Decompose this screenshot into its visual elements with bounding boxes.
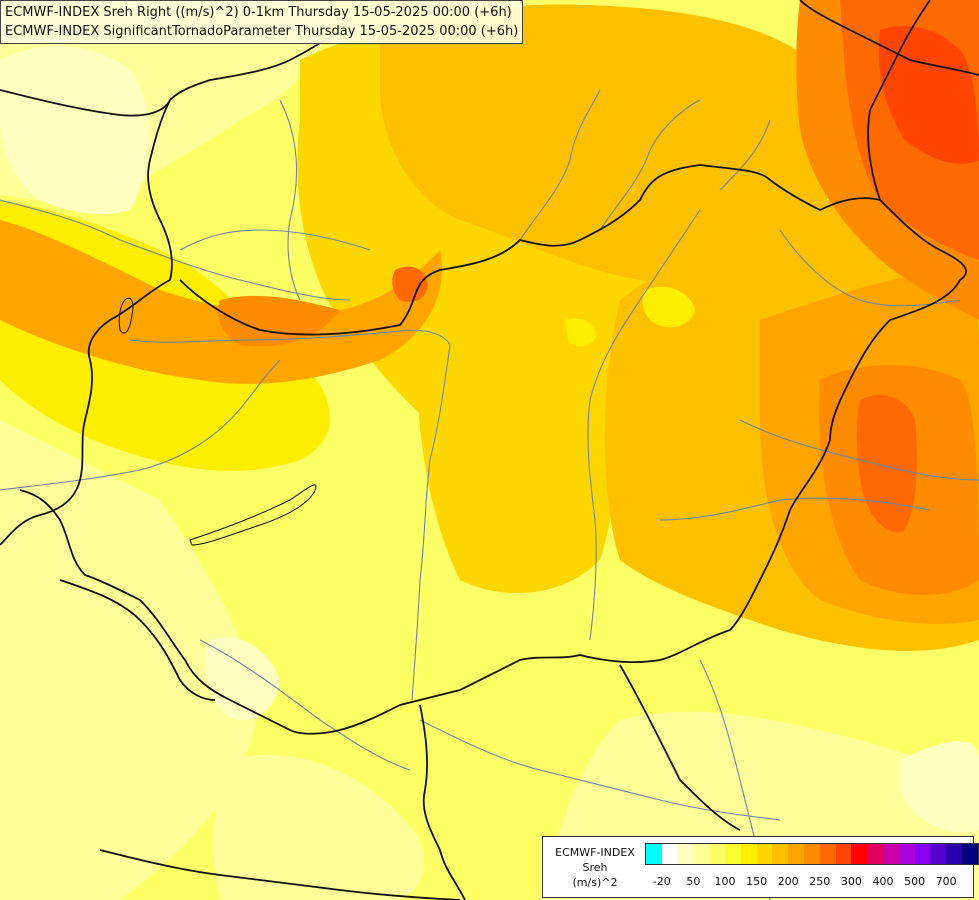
legend-swatch <box>898 844 915 864</box>
river-west <box>0 359 281 491</box>
field-red-northeast <box>878 26 979 164</box>
legend-swatch <box>709 844 725 864</box>
river-south-2 <box>199 639 411 771</box>
river-east-2 <box>739 419 979 481</box>
legend-tick-label: 50 <box>686 875 701 888</box>
border-north <box>0 89 171 117</box>
field-palest-southeast <box>900 741 979 833</box>
field-orange-west-band <box>0 220 442 384</box>
legend-swatch <box>693 844 710 864</box>
border-romania-north <box>799 0 979 76</box>
border-croatia <box>59 579 216 701</box>
border-south-west <box>99 849 461 900</box>
legend-swatch <box>646 844 662 864</box>
legend-swatch <box>882 844 899 864</box>
field-orange-north <box>380 4 840 284</box>
border-hungary <box>19 164 967 735</box>
river-north-2 <box>599 99 701 231</box>
legend-tick-label: 300 <box>840 875 862 888</box>
legend-swatch <box>740 844 757 864</box>
border-southeast <box>619 664 741 831</box>
river-far-north <box>279 99 301 301</box>
legend-tick-label: 150 <box>746 875 768 888</box>
field-redorange-east <box>856 395 917 533</box>
legend-tick-label: 700 <box>935 875 957 888</box>
legend-label-line-2: Sreh <box>582 861 608 874</box>
legend-swatch <box>930 844 947 864</box>
title-line-1: ECMWF-INDEX Sreh Right ((m/s)^2) 0-1km T… <box>5 5 512 20</box>
legend-tick-label: 400 <box>872 875 894 888</box>
field-palest-northwest <box>0 46 149 215</box>
legend-swatch <box>914 844 931 864</box>
river-tisza <box>587 209 701 641</box>
legend-swatch <box>961 844 978 864</box>
river-east-3 <box>659 497 931 521</box>
field-palest-southwest <box>204 637 280 720</box>
legend-swatch <box>851 844 868 864</box>
legend-swatch <box>946 844 962 864</box>
field-light-center-spot-2 <box>565 318 596 347</box>
river-danube-south <box>411 344 451 701</box>
legend-swatch <box>803 844 820 864</box>
rivers <box>0 89 979 900</box>
legend-label: ECMWF-INDEX Sreh (m/s)^2 <box>547 845 643 890</box>
legend-swatch <box>677 844 694 864</box>
legend-tick-label: -20 <box>652 875 671 888</box>
field-gold-center <box>417 312 615 594</box>
border-ukraine <box>867 0 931 201</box>
lake-balaton <box>189 484 317 546</box>
border-west <box>0 279 171 546</box>
title-line-2: ECMWF-INDEX SignificantTornadoParameter … <box>5 24 519 39</box>
river-north-3 <box>719 119 771 191</box>
border-serbia <box>419 704 466 900</box>
legend-swatch <box>724 844 741 864</box>
river-danube-west <box>129 329 451 346</box>
legend-swatch <box>835 844 852 864</box>
river-south-1 <box>419 719 781 821</box>
legend-swatch <box>661 844 678 864</box>
border-austria-slovakia <box>147 29 341 281</box>
legend-tick-label: 250 <box>809 875 831 888</box>
map-title-box: ECMWF-INDEX Sreh Right ((m/s)^2) 0-1km T… <box>0 0 524 44</box>
legend-swatch <box>867 844 883 864</box>
legend-label-line-3: (m/s)^2 <box>572 876 618 889</box>
field-pale-south <box>213 754 424 900</box>
legend-tick-label: 200 <box>777 875 799 888</box>
legend-swatch <box>772 844 789 864</box>
field-pale-southwest <box>0 420 260 900</box>
legend-tick-label: 100 <box>714 875 736 888</box>
legend-tick-label: 500 <box>904 875 926 888</box>
river-north-west <box>0 199 351 301</box>
field-darkorange-west <box>218 295 340 347</box>
color-legend: ECMWF-INDEX Sreh (m/s)^2 -20 50 100 150 200 2… <box>542 836 979 898</box>
field-light-center-spot <box>642 286 695 328</box>
lake-neusiedl <box>118 297 134 334</box>
legend-label-line-1: ECMWF-INDEX <box>555 846 635 859</box>
legend-color-bar <box>645 843 979 865</box>
river-north-1 <box>519 89 601 241</box>
legend-swatch <box>788 844 804 864</box>
legend-swatch <box>819 844 836 864</box>
legend-swatch <box>756 844 773 864</box>
river-northwest-2 <box>179 229 371 251</box>
field-red-cell <box>392 266 428 302</box>
